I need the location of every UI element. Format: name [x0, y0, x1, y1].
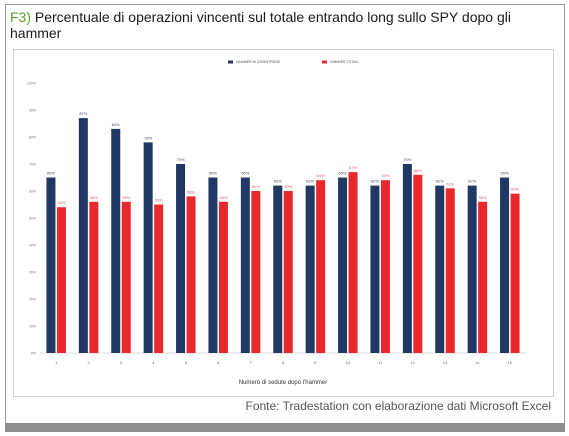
- bar-series-1: [435, 185, 445, 353]
- bar-series-2: [316, 180, 326, 353]
- bar-series-1: [402, 164, 412, 353]
- bar-series-1: [143, 142, 153, 353]
- data-label-series-2: 60%: [284, 184, 292, 189]
- x-tick-label: 9: [314, 360, 317, 365]
- x-tick-label: 12: [410, 360, 415, 365]
- y-tick-label: 100%: [27, 82, 36, 86]
- y-tick-label: 20%: [29, 298, 36, 302]
- data-label-series-1: 78%: [144, 135, 152, 140]
- legend-label-series-1: HAMMER IN DOWNTREND: [236, 60, 281, 64]
- x-axis-title: Numero di sedute dopo l'hammer: [239, 380, 328, 386]
- source-note: Fonte: Tradestation con elaborazione dat…: [245, 399, 552, 413]
- legend-swatch-series-2: [322, 60, 327, 64]
- data-label-series-2: 66%: [414, 168, 422, 173]
- y-tick-label: 90%: [29, 109, 36, 113]
- data-label-series-2: 55%: [155, 198, 163, 203]
- data-label-series-2: 56%: [479, 195, 487, 200]
- legend-label-series-2: HAMMER TOTALI: [330, 60, 358, 64]
- data-label-series-2: 56%: [90, 195, 98, 200]
- bar-series-2: [445, 188, 455, 353]
- bar-series-2: [283, 191, 293, 353]
- bar-series-1: [273, 185, 283, 353]
- figure-number: F3): [10, 9, 31, 25]
- bar-series-2: [413, 174, 423, 353]
- y-tick-label: 40%: [29, 244, 36, 248]
- legend-swatch-series-1: [228, 60, 233, 64]
- bar-series-2: [56, 207, 66, 353]
- x-tick-label: 10: [346, 360, 351, 365]
- data-label-series-2: 59%: [511, 187, 519, 192]
- data-label-series-2: 56%: [122, 195, 130, 200]
- figure-title: F3) Percentuale di operazioni vincenti s…: [10, 9, 558, 41]
- bar-series-1: [208, 177, 218, 353]
- x-tick-label: 15: [508, 360, 513, 365]
- data-label-series-1: 70%: [403, 157, 411, 162]
- y-tick-label: 80%: [29, 136, 36, 140]
- y-tick-label: 60%: [29, 190, 36, 194]
- bar-series-1: [305, 185, 315, 353]
- data-label-series-1: 62%: [436, 179, 444, 184]
- x-tick-label: 3: [120, 360, 123, 365]
- data-label-series-2: 64%: [381, 173, 389, 178]
- bar-series-2: [186, 196, 196, 353]
- x-tick-label: 8: [282, 360, 285, 365]
- x-tick-label: 2: [87, 360, 90, 365]
- bar-series-2: [510, 193, 520, 353]
- data-label-series-2: 61%: [446, 181, 454, 186]
- x-tick-label: 1: [55, 360, 58, 365]
- data-label-series-2: 56%: [219, 195, 227, 200]
- data-label-series-1: 65%: [47, 171, 55, 176]
- data-label-series-2: 54%: [57, 200, 65, 205]
- data-label-series-1: 83%: [112, 122, 120, 127]
- data-label-series-1: 62%: [306, 179, 314, 184]
- data-label-series-2: 60%: [252, 184, 260, 189]
- bar-series-1: [46, 177, 56, 353]
- x-tick-label: 4: [152, 360, 155, 365]
- bar-series-2: [348, 172, 358, 353]
- bar-series-2: [218, 201, 228, 353]
- bar-series-2: [154, 204, 164, 353]
- bar-series-1: [467, 185, 477, 353]
- bar-series-2: [478, 201, 488, 353]
- data-label-series-1: 70%: [177, 157, 185, 162]
- bar-series-1: [176, 164, 186, 353]
- x-tick-label: 5: [185, 360, 188, 365]
- data-label-series-1: 65%: [209, 171, 217, 176]
- bar-series-1: [240, 177, 250, 353]
- x-tick-label: 14: [475, 360, 480, 365]
- bar-series-1: [338, 177, 348, 353]
- bar-series-2: [121, 201, 131, 353]
- data-label-series-1: 62%: [371, 179, 379, 184]
- data-label-series-1: 87%: [79, 111, 87, 116]
- x-tick-label: 11: [378, 360, 383, 365]
- y-tick-label: 10%: [29, 325, 36, 329]
- data-label-series-2: 58%: [187, 189, 195, 194]
- x-tick-label: 7: [249, 360, 252, 365]
- bar-series-1: [370, 185, 380, 353]
- bar-chart: 0% 10% 20% 30% 40% 50% 60% 70% 80% 90% 100% 65% 54% 1…: [27, 60, 526, 386]
- chart-area: 0% 10% 20% 30% 40% 50% 60% 70% 80% 90% 100% 65% 54% 1…: [13, 49, 554, 397]
- y-tick-label: 0%: [31, 352, 36, 356]
- bar-series-1: [78, 118, 88, 353]
- figure-title-text: Percentuale di operazioni vincenti sul t…: [10, 9, 511, 41]
- bar-series-2: [380, 180, 390, 353]
- y-tick-label: 50%: [29, 217, 36, 221]
- bar-series-2: [89, 201, 99, 353]
- bar-series-2: [251, 191, 261, 353]
- data-label-series-2: 64%: [317, 173, 325, 178]
- data-label-series-1: 62%: [468, 179, 476, 184]
- x-tick-label: 6: [217, 360, 220, 365]
- data-label-series-1: 65%: [501, 171, 509, 176]
- data-label-series-1: 65%: [339, 171, 347, 176]
- x-tick-label: 13: [443, 360, 448, 365]
- y-tick-label: 70%: [29, 163, 36, 167]
- bar-series-1: [500, 177, 510, 353]
- data-label-series-2: 67%: [349, 165, 357, 170]
- data-label-series-1: 62%: [274, 179, 282, 184]
- y-tick-label: 30%: [29, 271, 36, 275]
- bar-series-1: [111, 128, 121, 353]
- bottom-bar: [5, 423, 565, 432]
- data-label-series-1: 65%: [241, 171, 249, 176]
